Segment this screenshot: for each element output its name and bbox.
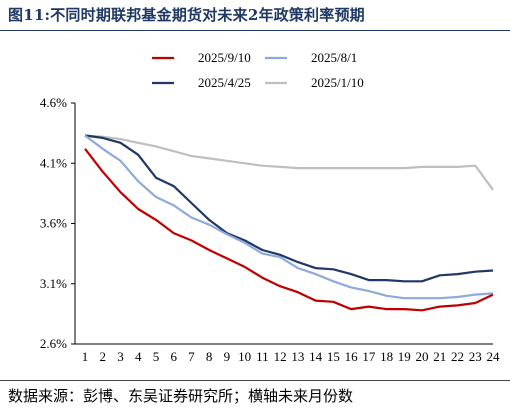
series-line-2025-9-10 bbox=[84, 148, 494, 312]
x-tick-label: 8 bbox=[206, 349, 213, 364]
x-tick-label: 21 bbox=[433, 349, 446, 364]
x-tick-label: 15 bbox=[327, 349, 340, 364]
x-tick-label: 10 bbox=[238, 349, 251, 364]
legend-label: 2025/9/10 bbox=[198, 50, 251, 65]
y-tick-label: 3.6% bbox=[40, 216, 67, 231]
chart-series bbox=[84, 134, 494, 312]
figure-number: 图11: bbox=[8, 6, 51, 24]
source-divider bbox=[0, 380, 510, 381]
x-tick-label: 17 bbox=[362, 349, 376, 364]
x-tick-label: 24 bbox=[487, 349, 501, 364]
figure-title: 图11:不同时期联邦基金期货对未来2年政策利率预期 bbox=[8, 4, 365, 25]
source-note: 数据来源：彭博、东吴证券研究所；横轴未来月份数 bbox=[8, 387, 354, 405]
y-tick-label: 4.1% bbox=[40, 155, 67, 170]
x-tick-label: 11 bbox=[256, 349, 269, 364]
chart-axes: 2.6%3.1%3.6%4.1%4.6%1 2 3 4 5 6 7 8 9 10 11 12 13 14 1… bbox=[40, 95, 500, 364]
y-tick-label: 3.1% bbox=[40, 276, 67, 291]
x-tick-label: 14 bbox=[309, 349, 323, 364]
x-tick-label: 6 bbox=[170, 349, 177, 364]
x-tick-label: 19 bbox=[398, 349, 411, 364]
x-tick-label: 12 bbox=[274, 349, 287, 364]
x-tick-label: 13 bbox=[291, 349, 304, 364]
x-tick-label: 7 bbox=[188, 349, 195, 364]
y-tick-label: 4.6% bbox=[40, 95, 67, 110]
legend-label: 2025/1/10 bbox=[311, 75, 364, 90]
series-line-2025-8-1 bbox=[84, 134, 494, 300]
line-chart: 2025/9/10 2025/8/1 2025/4/25 2025/1/10 2.6%… bbox=[40, 50, 500, 364]
x-tick-label: 20 bbox=[416, 349, 429, 364]
x-tick-label: 1 bbox=[82, 349, 89, 364]
x-tick-label: 23 bbox=[469, 349, 482, 364]
legend-label: 2025/4/25 bbox=[198, 75, 251, 90]
x-tick-label: 3 bbox=[117, 349, 124, 364]
y-tick-label: 2.6% bbox=[40, 336, 67, 351]
x-tick-label: 22 bbox=[451, 349, 464, 364]
x-tick-label: 2 bbox=[99, 349, 106, 364]
x-tick-label: 9 bbox=[224, 349, 231, 364]
chart-legend: 2025/9/10 2025/8/1 2025/4/25 2025/1/10 bbox=[152, 50, 364, 90]
series-line-2025-4-25 bbox=[84, 134, 494, 283]
x-tick-label: 4 bbox=[135, 349, 142, 364]
title-divider bbox=[0, 30, 510, 31]
x-tick-label: 16 bbox=[345, 349, 359, 364]
series-line-2025-1-10 bbox=[84, 134, 494, 191]
figure-title-text: 不同时期联邦基金期货对未来2年政策利率预期 bbox=[50, 6, 365, 24]
legend-label: 2025/8/1 bbox=[311, 50, 357, 65]
x-tick-label: 5 bbox=[153, 349, 160, 364]
x-tick-label: 18 bbox=[380, 349, 393, 364]
